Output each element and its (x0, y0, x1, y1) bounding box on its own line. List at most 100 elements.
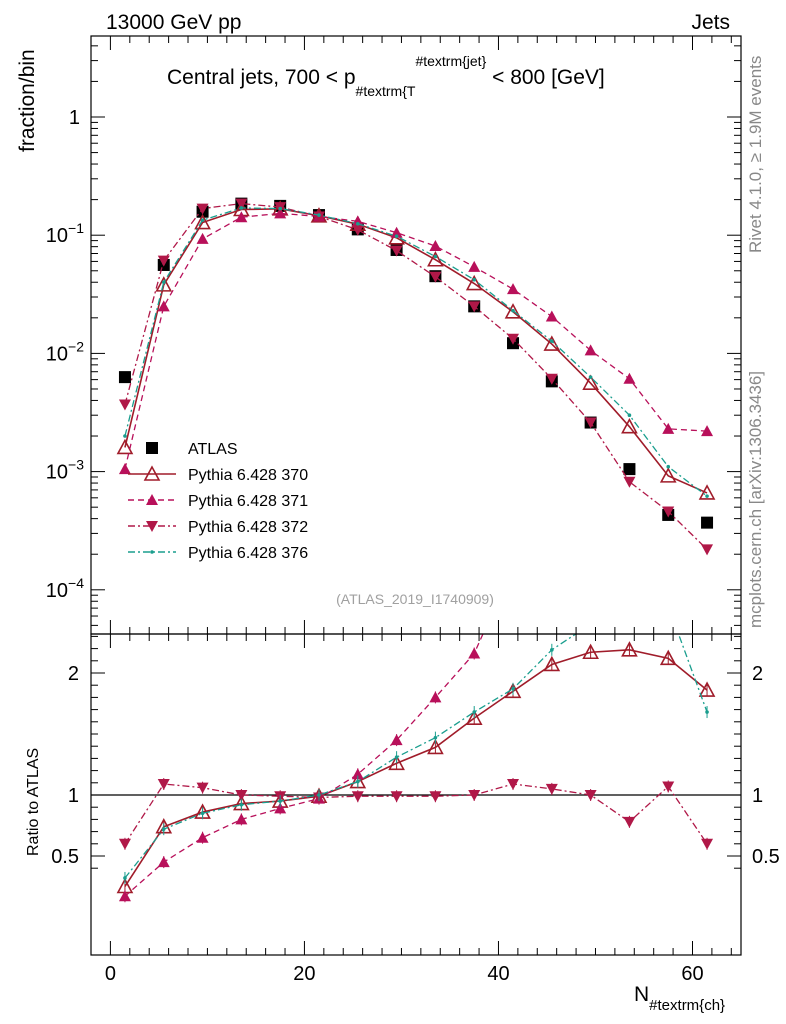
title-brace: } (482, 53, 487, 69)
main-point-1 (543, 335, 561, 351)
main-ytick-label: 10−3 (46, 457, 84, 484)
ratio-point-2 (118, 838, 131, 850)
main-point-3 (584, 417, 597, 429)
main-point-1 (427, 251, 444, 267)
ratio-point-1 (623, 203, 635, 214)
main-point-3 (662, 506, 675, 518)
main-axes: 10−4 10−3 10−2 10−1 1 (46, 36, 741, 634)
ratio-point-3 (317, 793, 321, 797)
main-point-1 (194, 213, 211, 230)
ratio-point-2 (701, 838, 714, 850)
main-panel: 10−4 10−3 10−2 10−1 1 (46, 35, 742, 635)
ratio-ytick-label: 2 (68, 663, 79, 685)
ratio-point-3 (628, 574, 632, 578)
main-point-1 (659, 467, 677, 483)
main-point-2 (196, 232, 209, 244)
ratio-series (116, 191, 716, 903)
ratio-point-0 (388, 754, 405, 771)
main-point-2 (584, 344, 597, 356)
ratio-point-1 (507, 561, 519, 572)
xtick-label: 60 (681, 963, 703, 985)
ratio-point-0 (543, 655, 561, 672)
ratio-point-1 (662, 264, 674, 275)
ratio-point-2 (235, 790, 248, 801)
legend-label: Pythia 6.428 370 (188, 467, 308, 484)
main-point-2 (235, 211, 248, 223)
ratio-point-3 (511, 687, 515, 691)
main-point-2 (157, 300, 170, 312)
main-ytick-label: 1 (69, 107, 80, 129)
main-line-1 (124, 208, 708, 494)
ratio-point-3 (123, 876, 127, 880)
ratio-line-0 (124, 649, 708, 887)
ratio-point-2 (623, 816, 636, 828)
main-point-3 (351, 224, 364, 236)
legend-marker (146, 521, 158, 532)
main-point-4 (123, 434, 127, 438)
legend-marker (146, 442, 158, 454)
ratio-point-3 (550, 648, 554, 652)
main-point-4 (394, 234, 399, 239)
ratio-ylabel: Ratio to ATLAS (25, 748, 42, 856)
ratio-point-3 (161, 827, 166, 831)
main-point-2 (545, 310, 558, 322)
mcplots-info: mcplots.cern.ch [arXiv:1306.3436] (746, 371, 765, 628)
ratio-point-1 (118, 890, 131, 902)
main-point-4 (511, 308, 515, 313)
ratio-point-3 (705, 710, 709, 714)
ratio-point-1 (196, 831, 209, 843)
main-point-4 (627, 413, 632, 418)
main-point-1 (582, 374, 599, 390)
legend-label: ATLAS (188, 441, 238, 458)
ratio-point-1 (235, 813, 248, 825)
process-label: Jets (691, 11, 730, 34)
main-point-1 (465, 274, 483, 291)
ratio-point-3 (433, 735, 438, 740)
ratio-point-0 (582, 643, 599, 660)
ratio-axes: 0.5 0.51 12 20 20 40 60 (51, 634, 780, 985)
energy-label: 13000 GeV pp (106, 11, 241, 34)
title-tail: < 800 [GeV] (486, 66, 605, 89)
legend-marker (143, 465, 161, 481)
plot-title: Central jets, 700 < p#textrm{T #textrm{je… (167, 53, 605, 99)
ratio-point-2 (662, 781, 675, 793)
main-point-2 (429, 240, 442, 252)
ratio-point-2 (157, 779, 170, 791)
main-point-1 (621, 417, 638, 434)
main-series (116, 197, 716, 556)
main-point-4 (550, 339, 554, 343)
legend-marker (146, 494, 158, 505)
xaxis-label: N#textrm{ch} (634, 983, 725, 1014)
ratio-line-3 (124, 634, 708, 879)
main-point-3 (235, 198, 248, 210)
ratio-point-0 (698, 681, 716, 697)
ratio-point-2 (507, 779, 520, 791)
main-point-3 (429, 271, 442, 283)
xtick-label: 0 (105, 963, 116, 985)
ratio-point-3 (355, 779, 360, 784)
main-point-0 (118, 371, 131, 384)
ratio-point-1 (546, 484, 558, 495)
ratio-point-1 (157, 856, 170, 868)
ratio-point-0 (659, 649, 677, 666)
ratio-point-1 (701, 191, 713, 202)
main-point-4 (705, 494, 709, 498)
ratio-ytick-label: 0.5 (51, 846, 79, 868)
main-point-2 (662, 422, 675, 434)
main-point-0 (701, 516, 714, 529)
main-point-4 (239, 206, 244, 210)
main-point-3 (157, 255, 170, 267)
ratio-ytick-label: 1 (68, 785, 79, 807)
main-line-2 (124, 212, 708, 470)
main-point-3 (623, 476, 636, 488)
ratio-point-3 (239, 802, 244, 807)
title-sup: #textrm{jet (415, 53, 481, 69)
main-point-2 (701, 425, 714, 437)
main-point-4 (588, 375, 593, 379)
main-point-3 (390, 245, 403, 257)
main-point-3 (468, 301, 481, 313)
xtick-label: 20 (293, 963, 315, 985)
main-line-4 (124, 207, 708, 497)
xlabel-main: N (634, 983, 649, 1006)
legend: ATLAS Pythia 6.428 370 Pythia 6.428 371 Pyt… (128, 441, 308, 562)
